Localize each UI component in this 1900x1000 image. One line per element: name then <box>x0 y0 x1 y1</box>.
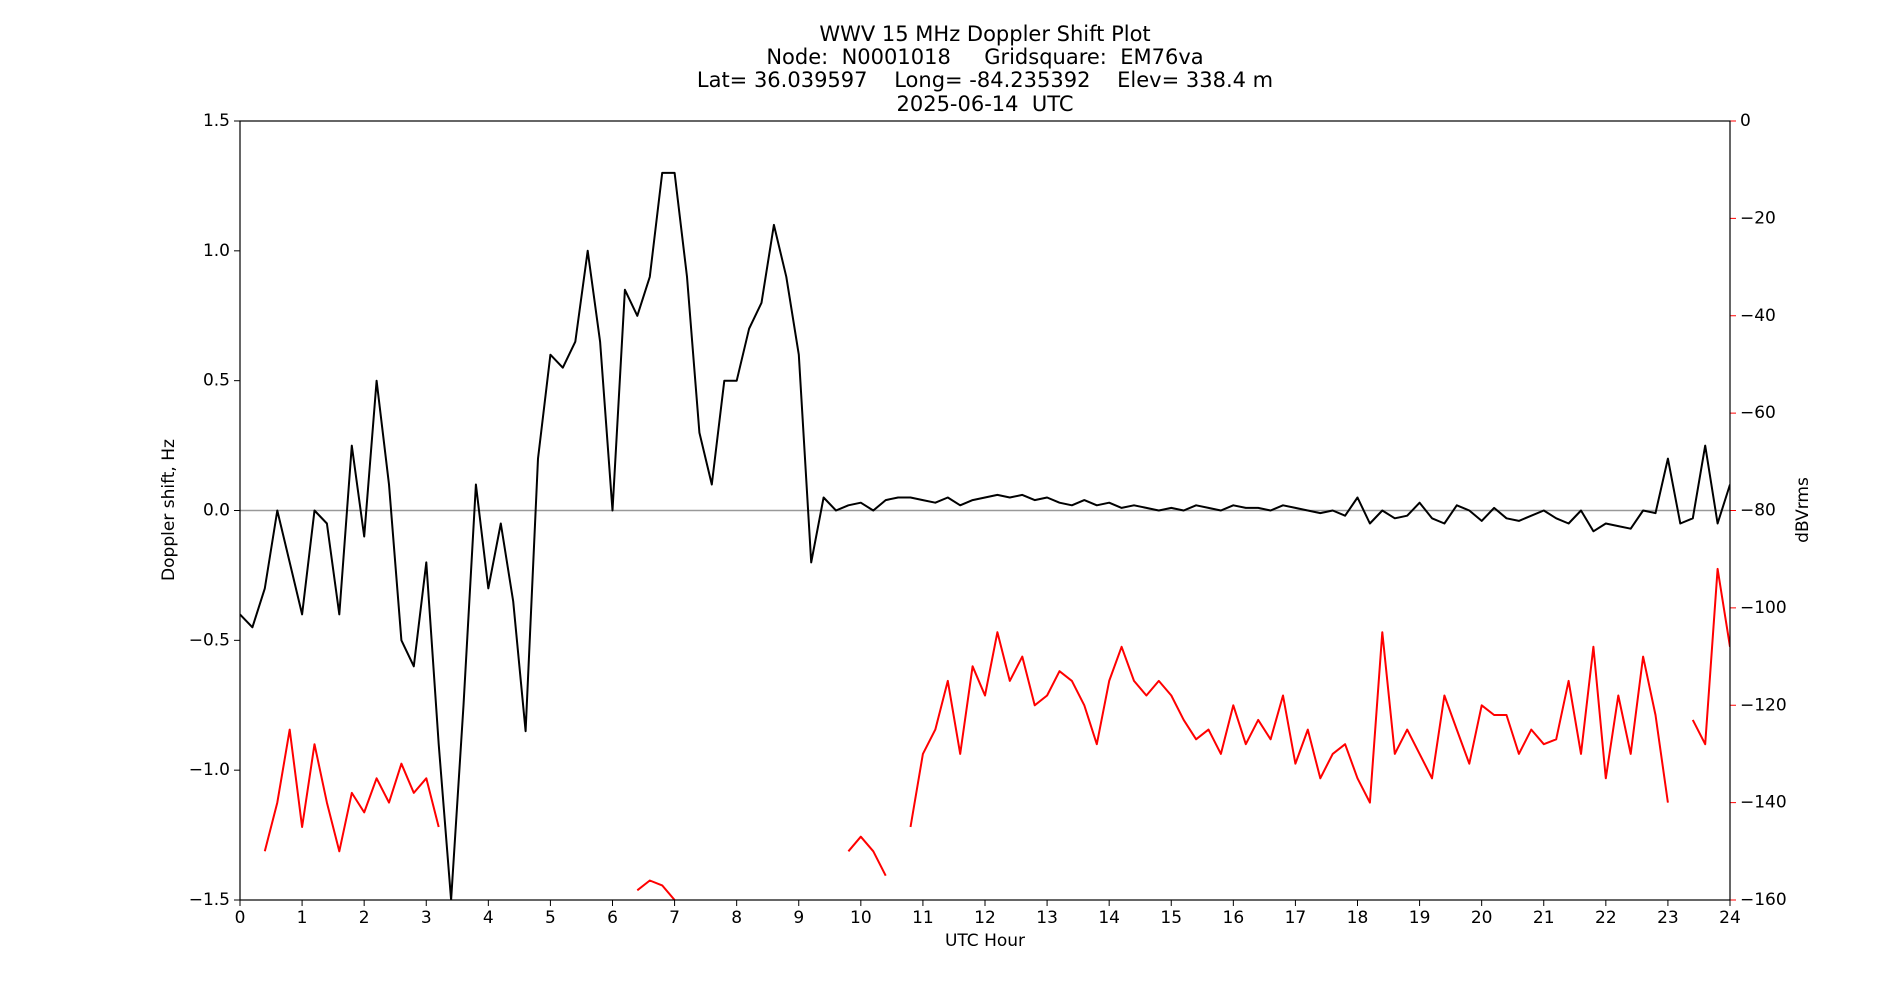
y2-tick-label: −100 <box>1740 598 1787 618</box>
x-axis-label: UTC Hour <box>945 931 1025 951</box>
y2-tick-label: −140 <box>1740 793 1787 813</box>
x-tick-label: 1 <box>297 908 308 928</box>
y-tick-label: 0.5 <box>203 371 230 391</box>
x-tick-label: 14 <box>1098 908 1120 928</box>
x-tick-label: 5 <box>545 908 556 928</box>
series-line <box>263 567 1730 900</box>
x-tick-label: 22 <box>1595 908 1617 928</box>
x-tick-label: 24 <box>1719 908 1741 928</box>
y2-tick-label: −80 <box>1740 501 1776 521</box>
x-tick-label: 7 <box>669 908 680 928</box>
chart-subtitle: Node: N0001018 Gridsquare: EM76va <box>766 45 1203 69</box>
x-tick-label: 9 <box>793 908 804 928</box>
y-tick-label: −1.5 <box>189 890 230 910</box>
x-tick-label: 16 <box>1223 908 1245 928</box>
x-tick-label: 10 <box>850 908 872 928</box>
y-tick-label: 1.0 <box>203 241 230 261</box>
y-axis-label: Doppler shift, Hz <box>159 439 179 581</box>
plot-area <box>240 171 1730 900</box>
chart-subtitle: 2025-06-14 UTC <box>896 92 1073 116</box>
x-tick-label: 21 <box>1533 908 1555 928</box>
x-tick-label: 20 <box>1471 908 1493 928</box>
x-tick-label: 2 <box>359 908 370 928</box>
y2-tick-label: −40 <box>1740 306 1776 326</box>
x-tick-label: 13 <box>1036 908 1058 928</box>
x-tick-label: 19 <box>1409 908 1431 928</box>
y-tick-label: −0.5 <box>189 630 230 650</box>
x-tick-label: 18 <box>1347 908 1369 928</box>
y2-tick-label: 0 <box>1740 111 1751 131</box>
y-tick-label: −1.0 <box>189 760 230 780</box>
x-tick-label: 3 <box>421 908 432 928</box>
y2-tick-label: −20 <box>1740 208 1776 228</box>
x-tick-label: 17 <box>1285 908 1307 928</box>
chart-title: WWV 15 MHz Doppler Shift Plot <box>819 22 1150 46</box>
y2-tick-label: −120 <box>1740 695 1787 715</box>
x-tick-label: 11 <box>912 908 934 928</box>
y2-axis-label: dBVrms <box>1793 477 1813 543</box>
x-tick-label: 15 <box>1160 908 1182 928</box>
x-tick-label: 0 <box>235 908 246 928</box>
chart-subtitle: Lat= 36.039597 Long= -84.235392 Elev= 33… <box>697 68 1273 92</box>
y2-tick-label: −160 <box>1740 890 1787 910</box>
x-tick-label: 12 <box>974 908 996 928</box>
y2-tick-label: −60 <box>1740 403 1776 423</box>
x-tick-label: 23 <box>1657 908 1679 928</box>
plot-frame <box>239 120 1731 901</box>
x-tick-label: 8 <box>731 908 742 928</box>
y-tick-label: 0.0 <box>203 501 230 521</box>
y-tick-label: 1.5 <box>203 111 230 131</box>
x-tick-label: 6 <box>607 908 618 928</box>
x-tick-label: 4 <box>483 908 494 928</box>
series-line <box>240 171 1730 900</box>
